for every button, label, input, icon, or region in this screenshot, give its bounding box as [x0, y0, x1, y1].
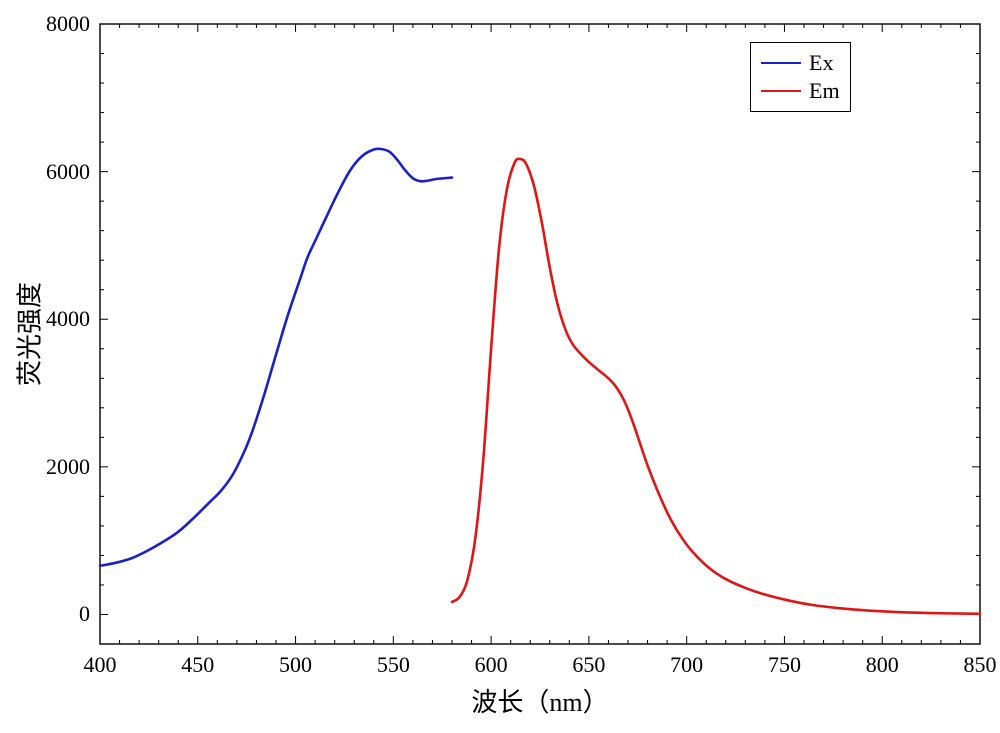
y-tick-label: 2000: [46, 454, 90, 480]
x-tick-label: 500: [279, 652, 312, 678]
x-tick-label: 750: [768, 652, 801, 678]
y-tick-label: 0: [79, 601, 90, 627]
x-tick-label: 700: [670, 652, 703, 678]
x-tick-label: 600: [475, 652, 508, 678]
legend-label: Em: [809, 78, 840, 104]
x-axis-title: 波长（nm）: [471, 682, 608, 719]
x-tick-label: 400: [84, 652, 117, 678]
x-tick-label: 550: [377, 652, 410, 678]
y-tick-label: 4000: [46, 306, 90, 332]
legend-label: Ex: [809, 50, 833, 76]
y-tick-label: 8000: [46, 11, 90, 37]
legend-item: Em: [761, 77, 840, 105]
legend-item: Ex: [761, 49, 840, 77]
x-tick-label: 450: [181, 652, 214, 678]
x-tick-label: 650: [572, 652, 605, 678]
series-em: [452, 159, 980, 614]
legend-swatch: [761, 62, 801, 64]
legend: ExEm: [750, 42, 851, 112]
legend-swatch: [761, 90, 801, 92]
y-tick-label: 6000: [46, 159, 90, 185]
x-tick-label: 800: [866, 652, 899, 678]
chart-container: 400 450 500 550 600 650 700 750 800 850 0 2000 4000…: [0, 0, 1000, 728]
x-tick-label: 850: [964, 652, 997, 678]
y-axis-title: 荧光强度: [10, 282, 47, 386]
series-ex: [100, 149, 452, 566]
